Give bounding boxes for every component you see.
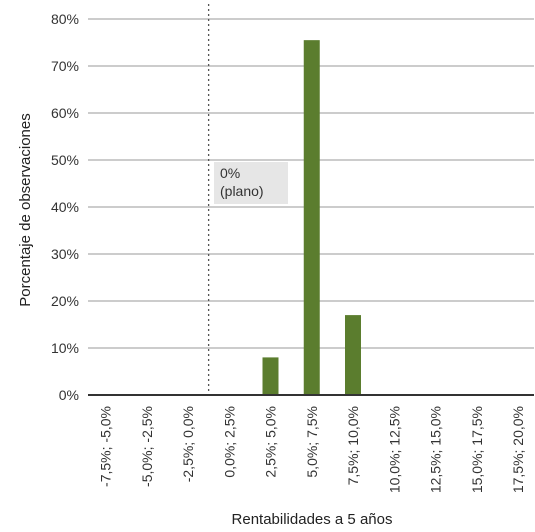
y-tick-label: 30% — [51, 246, 79, 262]
bar — [262, 357, 279, 395]
x-tick-label: 10,0%; 12,5% — [386, 406, 402, 493]
annotation: 0% (plano) — [214, 162, 288, 204]
x-tick-label: 0,0%; 2,5% — [221, 406, 237, 478]
x-tick-label: 5,0%; 7,5% — [304, 406, 320, 478]
x-tick-label: 7,5%; 10,0% — [345, 406, 361, 485]
y-tick-label: 50% — [51, 152, 79, 168]
y-tick-label: 20% — [51, 293, 79, 309]
x-axis-title: Rentabilidades a 5 años — [232, 511, 393, 528]
x-tick-label: -2,5%; 0,0% — [180, 406, 196, 482]
x-tick-label: -5,0%; -2,5% — [139, 406, 155, 487]
y-tick-label: 10% — [51, 340, 79, 356]
x-tick-label: 12,5%; 15,0% — [428, 406, 444, 493]
y-tick-label: 60% — [51, 105, 79, 121]
y-axis-title: Porcentaje de observaciones — [17, 113, 34, 306]
x-tick-label: 17,5%; 20,0% — [510, 406, 526, 493]
x-tick-label: 2,5%; 5,0% — [263, 406, 279, 478]
y-tick-label: 0% — [59, 387, 79, 403]
annotation-background — [214, 162, 288, 204]
annotation-line-2: (plano) — [220, 183, 264, 199]
x-tick-labels: -7,5%; -5,0% -5,0%; -2,5% -2,5%; 0,0% 0,0%;… — [98, 406, 527, 493]
x-tick-label: -7,5%; -5,0% — [98, 406, 114, 487]
bar — [345, 315, 361, 395]
y-tick-label: 40% — [51, 199, 79, 215]
y-tick-label: 80% — [51, 11, 79, 27]
x-tick-label: 15,0%; 17,5% — [469, 406, 485, 493]
annotation-line-1: 0% — [220, 165, 240, 181]
y-tick-labels: 0% 10% 20% 30% 40% 50% 60% 70% 80% — [51, 11, 79, 403]
y-tick-label: 70% — [51, 58, 79, 74]
bars — [262, 40, 361, 396]
bar — [303, 40, 320, 396]
